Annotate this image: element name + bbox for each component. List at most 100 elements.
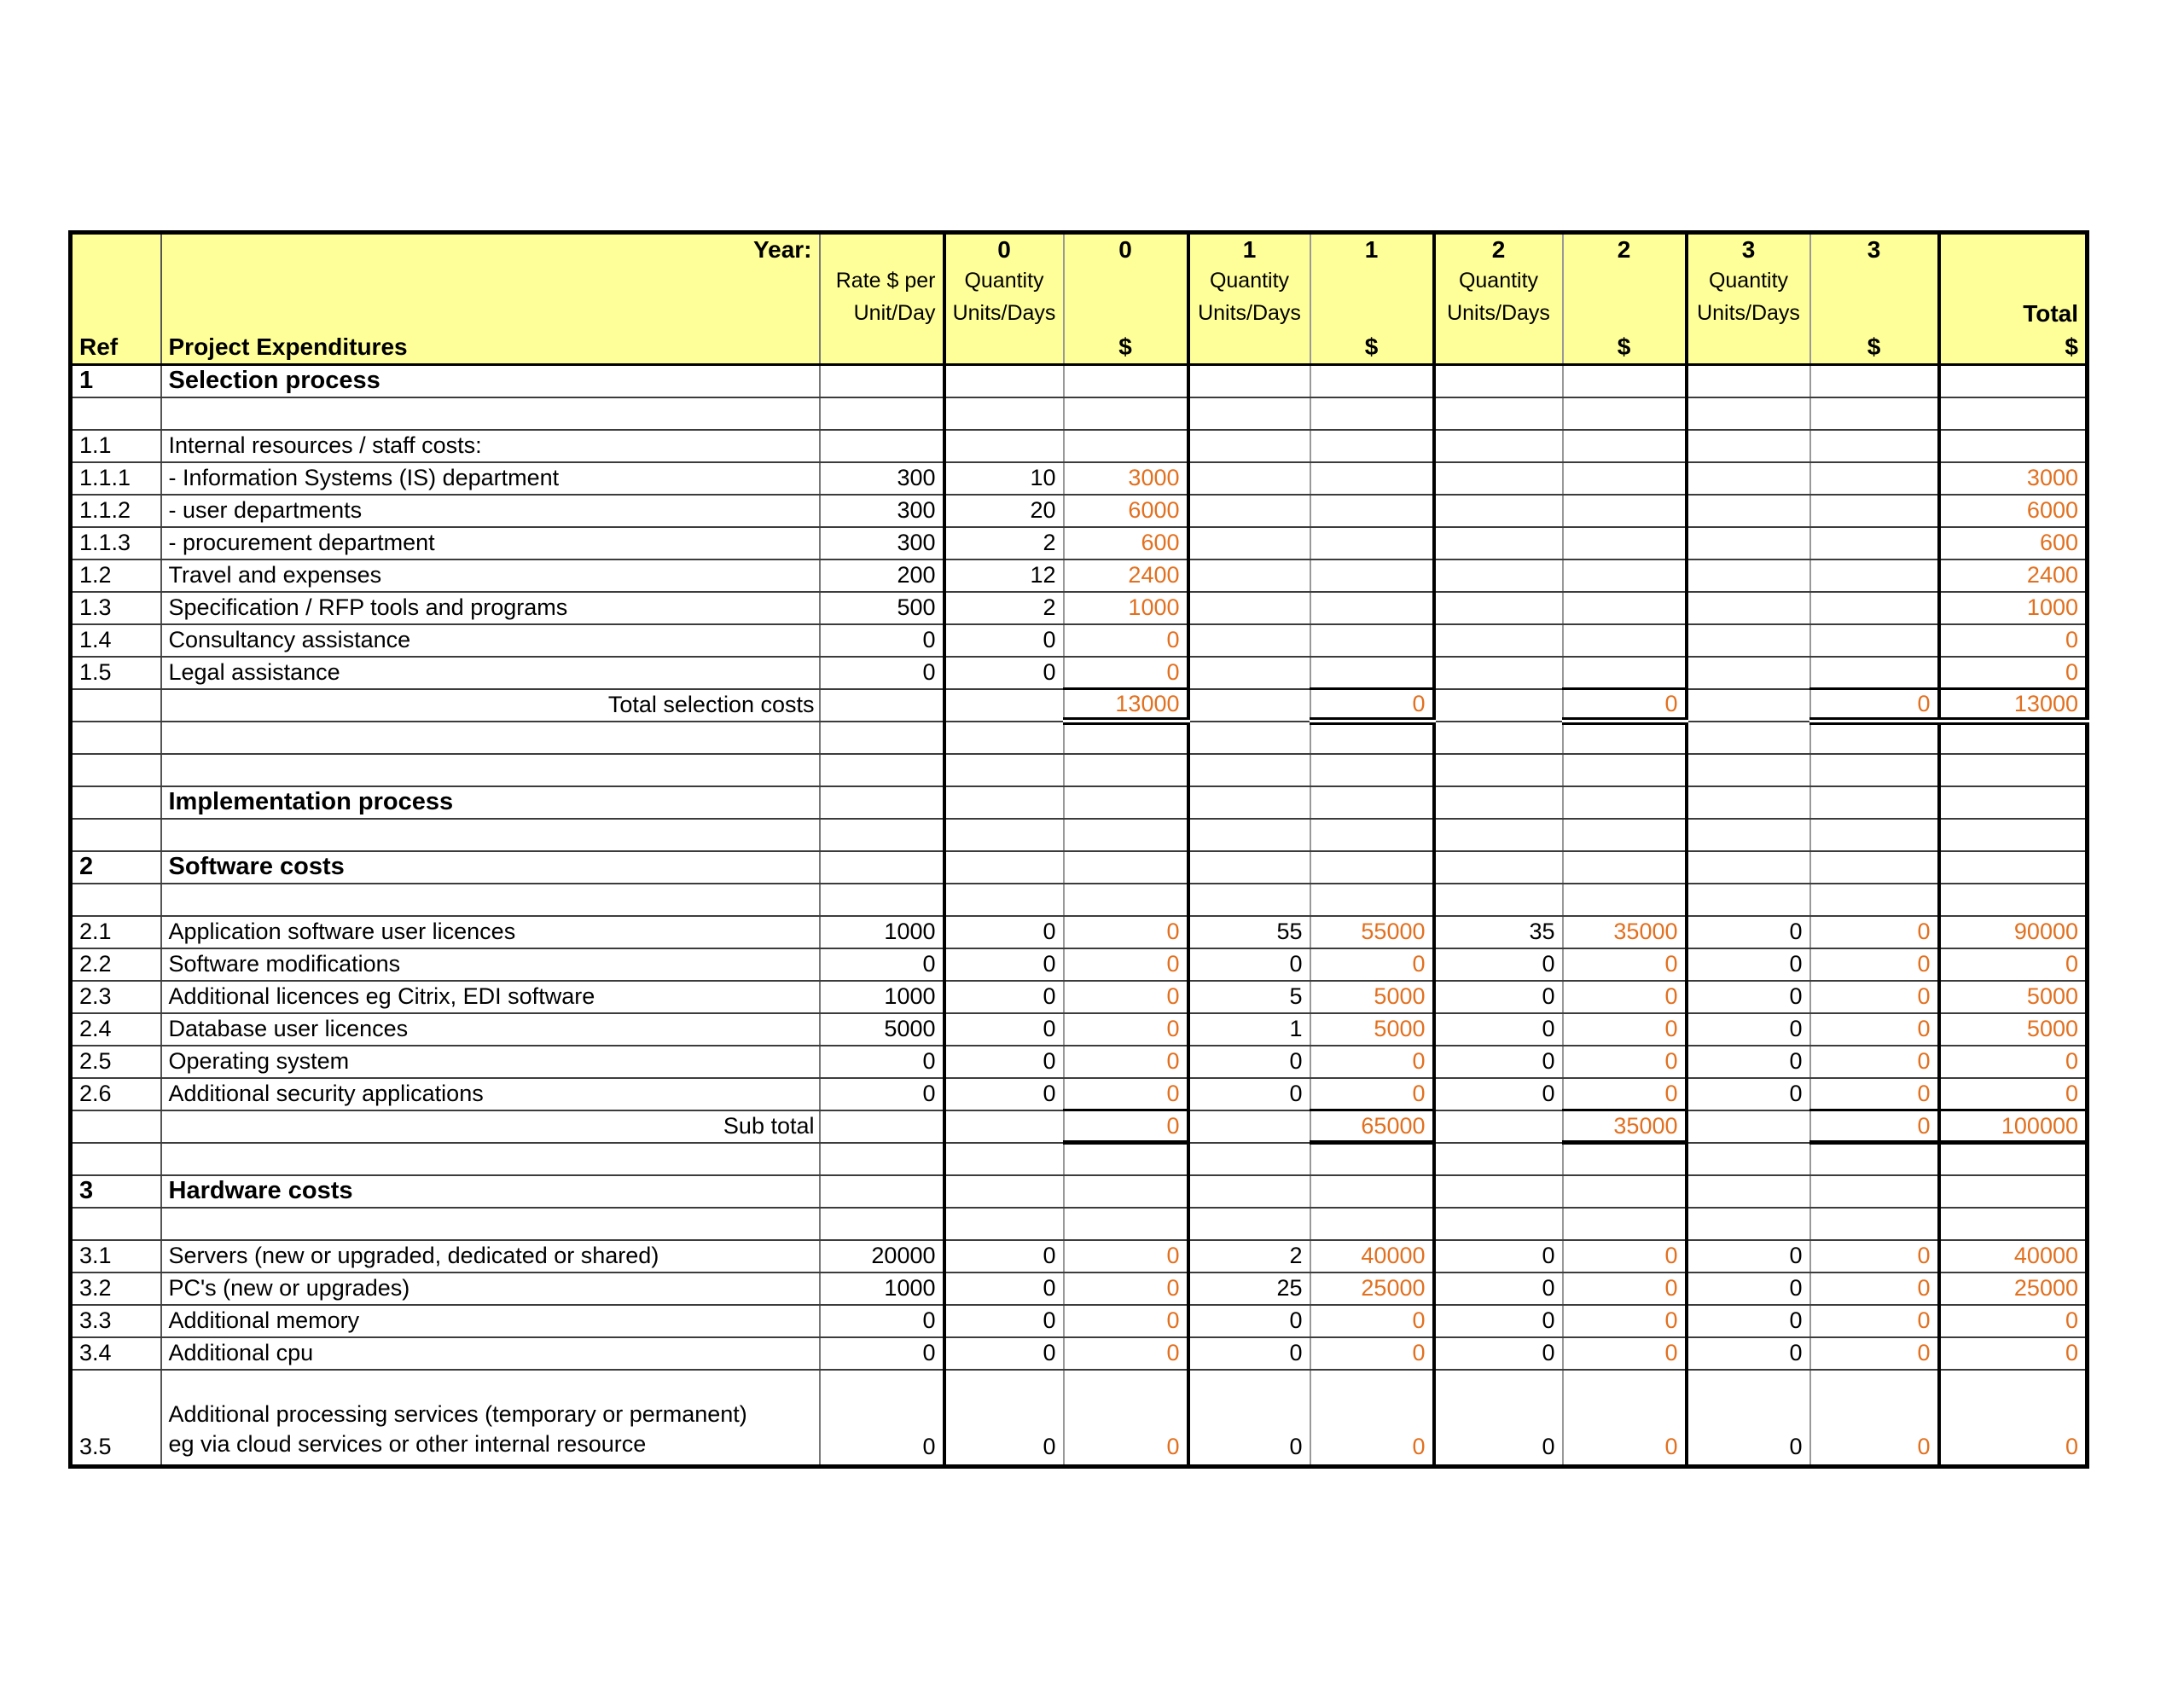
cell-y1d: 55000 — [1310, 915, 1436, 949]
cell-desc: Implementation process — [160, 786, 821, 820]
cell-y3q: 0 — [1686, 1304, 1811, 1338]
cell-total: 3000 — [1938, 461, 2088, 496]
cell-ref: 2.4 — [70, 1012, 162, 1046]
cell-desc: - user departments — [160, 494, 821, 528]
table-row: 2.3 Additional licences eg Citrix, EDI so… — [70, 980, 2088, 1014]
cell-y2d — [1562, 818, 1688, 852]
cell-total: 100000 — [1938, 1109, 2088, 1145]
cell-y2q — [1433, 1142, 1564, 1176]
cell-y3d: 0 — [1809, 1272, 1941, 1306]
cell-y0q — [944, 818, 1065, 852]
cell-y2d — [1562, 526, 1688, 560]
cell-rate — [819, 429, 946, 463]
table-row: 3 Hardware costs — [70, 1174, 2088, 1209]
cell-ref: 2.6 — [70, 1077, 162, 1111]
cell-total: 6000 — [1938, 494, 2088, 528]
table-row: 2.5 Operating system 0 0 0 0 0 0 0 0 0 0 — [70, 1045, 2088, 1079]
table-row: 1.1 Internal resources / staff costs: — [70, 429, 2088, 463]
cell-ref: 1.3 — [70, 591, 162, 625]
quantity-header: Quantity — [1188, 264, 1311, 298]
cell-total — [1938, 1207, 2088, 1241]
table-row: 3.4 Additional cpu 0 0 0 0 0 0 0 0 0 0 — [70, 1336, 2088, 1371]
cell-y0d — [1063, 883, 1190, 917]
cell-y0q: 20 — [944, 494, 1065, 528]
cell-y0d: 0 — [1063, 1272, 1190, 1306]
ref-header: Ref — [70, 329, 162, 366]
cell-y2q — [1433, 623, 1564, 658]
rate-header-line1: Rate $ per — [819, 264, 946, 298]
quantity-header: Quantity — [1686, 264, 1811, 298]
cell-y2d — [1562, 429, 1688, 463]
cell-y1d — [1310, 559, 1436, 593]
cell-y1q — [1188, 1142, 1311, 1176]
cell-y0q: 0 — [944, 915, 1065, 949]
year-2-dollar-header: 2 — [1562, 232, 1688, 265]
cell-ref — [70, 688, 162, 722]
table-row — [70, 1142, 2088, 1176]
cell-y2d — [1562, 656, 1688, 690]
header-cell-blank — [70, 232, 162, 265]
cell-y2d — [1562, 753, 1688, 787]
cell-y0q — [944, 429, 1065, 463]
cell-rate: 0 — [819, 1077, 946, 1111]
year-2-qty-header: 2 — [1433, 232, 1564, 265]
cell-y0d: 0 — [1063, 1012, 1190, 1046]
cell-rate — [819, 786, 946, 820]
cell-rate — [819, 818, 946, 852]
table-row — [70, 818, 2088, 852]
quantity-header: Quantity — [1433, 264, 1564, 298]
cell-y3d — [1809, 591, 1941, 625]
desc-line-2: eg via cloud services or other internal … — [168, 1431, 647, 1458]
cell-total: 2400 — [1938, 559, 2088, 593]
cell-y3q — [1686, 559, 1811, 593]
cell-y0q: 0 — [944, 623, 1065, 658]
cell-y0q — [944, 1174, 1065, 1209]
cell-total: 0 — [1938, 623, 2088, 658]
cell-y0d — [1063, 364, 1190, 398]
table-row: 1.4 Consultancy assistance 0 0 0 0 — [70, 623, 2088, 658]
cell-y3q: 0 — [1686, 1012, 1811, 1046]
cell-y1d — [1310, 883, 1436, 917]
cell-y0q: 0 — [944, 1272, 1065, 1306]
cell-y2d: 35000 — [1562, 915, 1688, 949]
cell-y0d — [1063, 1142, 1190, 1176]
cell-y1d — [1310, 1142, 1436, 1176]
cell-y3q — [1686, 364, 1811, 398]
cell-y0q: 0 — [944, 656, 1065, 690]
cell-desc — [160, 1207, 821, 1241]
quantity-header: Quantity — [944, 264, 1065, 298]
cell-desc — [160, 397, 821, 431]
cell-total: 0 — [1938, 1336, 2088, 1371]
cell-ref: 1.1.1 — [70, 461, 162, 496]
cell-y2q — [1433, 526, 1564, 560]
cell-y3q — [1686, 818, 1811, 852]
cell-y3q — [1686, 1142, 1811, 1176]
cell-y1d — [1310, 656, 1436, 690]
cell-y1q — [1188, 494, 1311, 528]
cell-ref — [70, 883, 162, 917]
cell-y3d: 0 — [1809, 1109, 1941, 1145]
cell-y3d — [1809, 559, 1941, 593]
cell-y3q — [1686, 397, 1811, 431]
cell-y3q: 0 — [1686, 1369, 1811, 1467]
cell-desc: Software costs — [160, 850, 821, 884]
table-body: 1 Selection process 1.1 Internal resources … — [70, 364, 2088, 1467]
units-days-header: Units/Days — [1188, 297, 1311, 330]
cell-total — [1938, 721, 2088, 755]
table-row: 2 Software costs — [70, 850, 2088, 884]
cell-y2q — [1433, 721, 1564, 755]
cell-y0d: 0 — [1063, 1239, 1190, 1273]
cell-y3d: 0 — [1809, 948, 1941, 982]
cell-ref: 3.3 — [70, 1304, 162, 1338]
cell-y3d — [1809, 494, 1941, 528]
cell-y1d — [1310, 364, 1436, 398]
cell-desc: Legal assistance — [160, 656, 821, 690]
cell-ref — [70, 1207, 162, 1241]
cell-y1d — [1310, 786, 1436, 820]
cell-y1d — [1310, 494, 1436, 528]
cell-y0d: 0 — [1063, 948, 1190, 982]
cell-rate — [819, 721, 946, 755]
cell-ref — [70, 397, 162, 431]
cell-y2d — [1562, 461, 1688, 496]
cell-total: 0 — [1938, 1077, 2088, 1111]
